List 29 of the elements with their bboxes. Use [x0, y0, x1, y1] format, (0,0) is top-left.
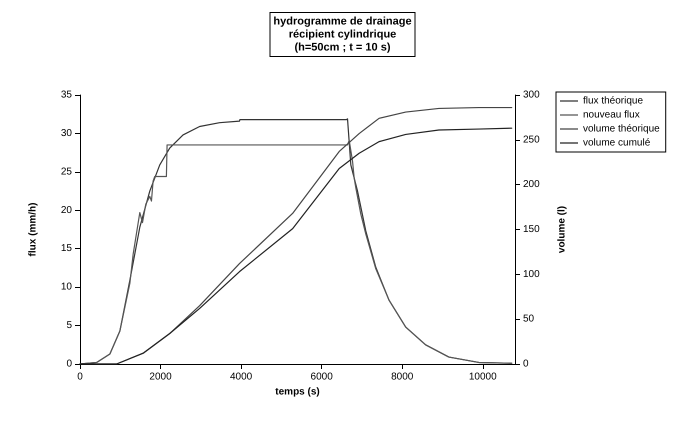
y-tick-label: 0 — [66, 358, 72, 370]
legend-label: volume théorique — [583, 124, 660, 134]
y-tick-label: 10 — [60, 282, 72, 293]
x-tick-label: 2000 — [149, 372, 172, 382]
x-tick-label: 6000 — [310, 372, 334, 382]
y2-tick-label: 200 — [523, 179, 540, 190]
y-tick-label: 5 — [66, 320, 72, 332]
y2-axis-title: volume (l) — [556, 206, 568, 254]
chart-title: hydrogramme de drainage récipient cylindrique (h=50cm ; t = 10 s) — [273, 16, 412, 54]
x-tick-label: 0 — [77, 372, 84, 382]
y-tick-label: 20 — [60, 204, 72, 216]
y-axis-title: flux (mm/h) — [28, 202, 38, 256]
x-tick-label: 8000 — [391, 372, 414, 382]
y2-tick-label: 300 — [523, 90, 540, 100]
y-tick-label: 15 — [60, 243, 72, 254]
y2-tick-label: 250 — [523, 134, 540, 146]
y-tick-label: 35 — [60, 90, 72, 100]
y2-tick-label: 100 — [523, 268, 540, 280]
y-tick-label: 25 — [60, 166, 72, 178]
x-tick-label: 4000 — [230, 372, 253, 382]
y2-tick-label: 150 — [523, 224, 540, 235]
legend-label: volume cumulé — [583, 138, 651, 148]
y-tick-label: 30 — [60, 128, 72, 139]
legend-label: flux théorique — [583, 96, 644, 106]
x-tick-label: 10000 — [468, 372, 498, 382]
legend-label: nouveau flux — [583, 110, 640, 120]
y2-tick-label: 50 — [523, 314, 535, 325]
x-axis-title: temps (s) — [275, 386, 320, 398]
y2-tick-label: 0 — [523, 358, 529, 370]
